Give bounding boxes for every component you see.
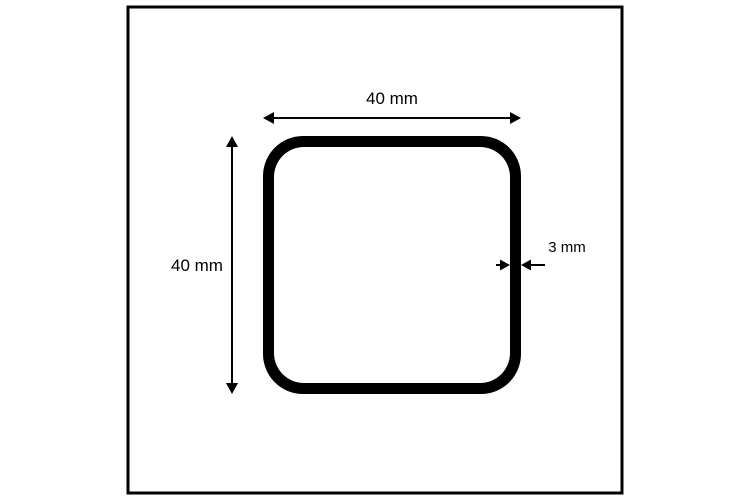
dim-label-height: 40 mm <box>171 256 223 275</box>
diagram-canvas: 40 mm 40 mm 3 mm <box>0 0 750 500</box>
dim-label-wall: 3 mm <box>548 239 586 256</box>
dimension-drawing-svg: 40 mm 40 mm 3 mm <box>0 0 750 500</box>
dim-label-width: 40 mm <box>366 89 418 108</box>
